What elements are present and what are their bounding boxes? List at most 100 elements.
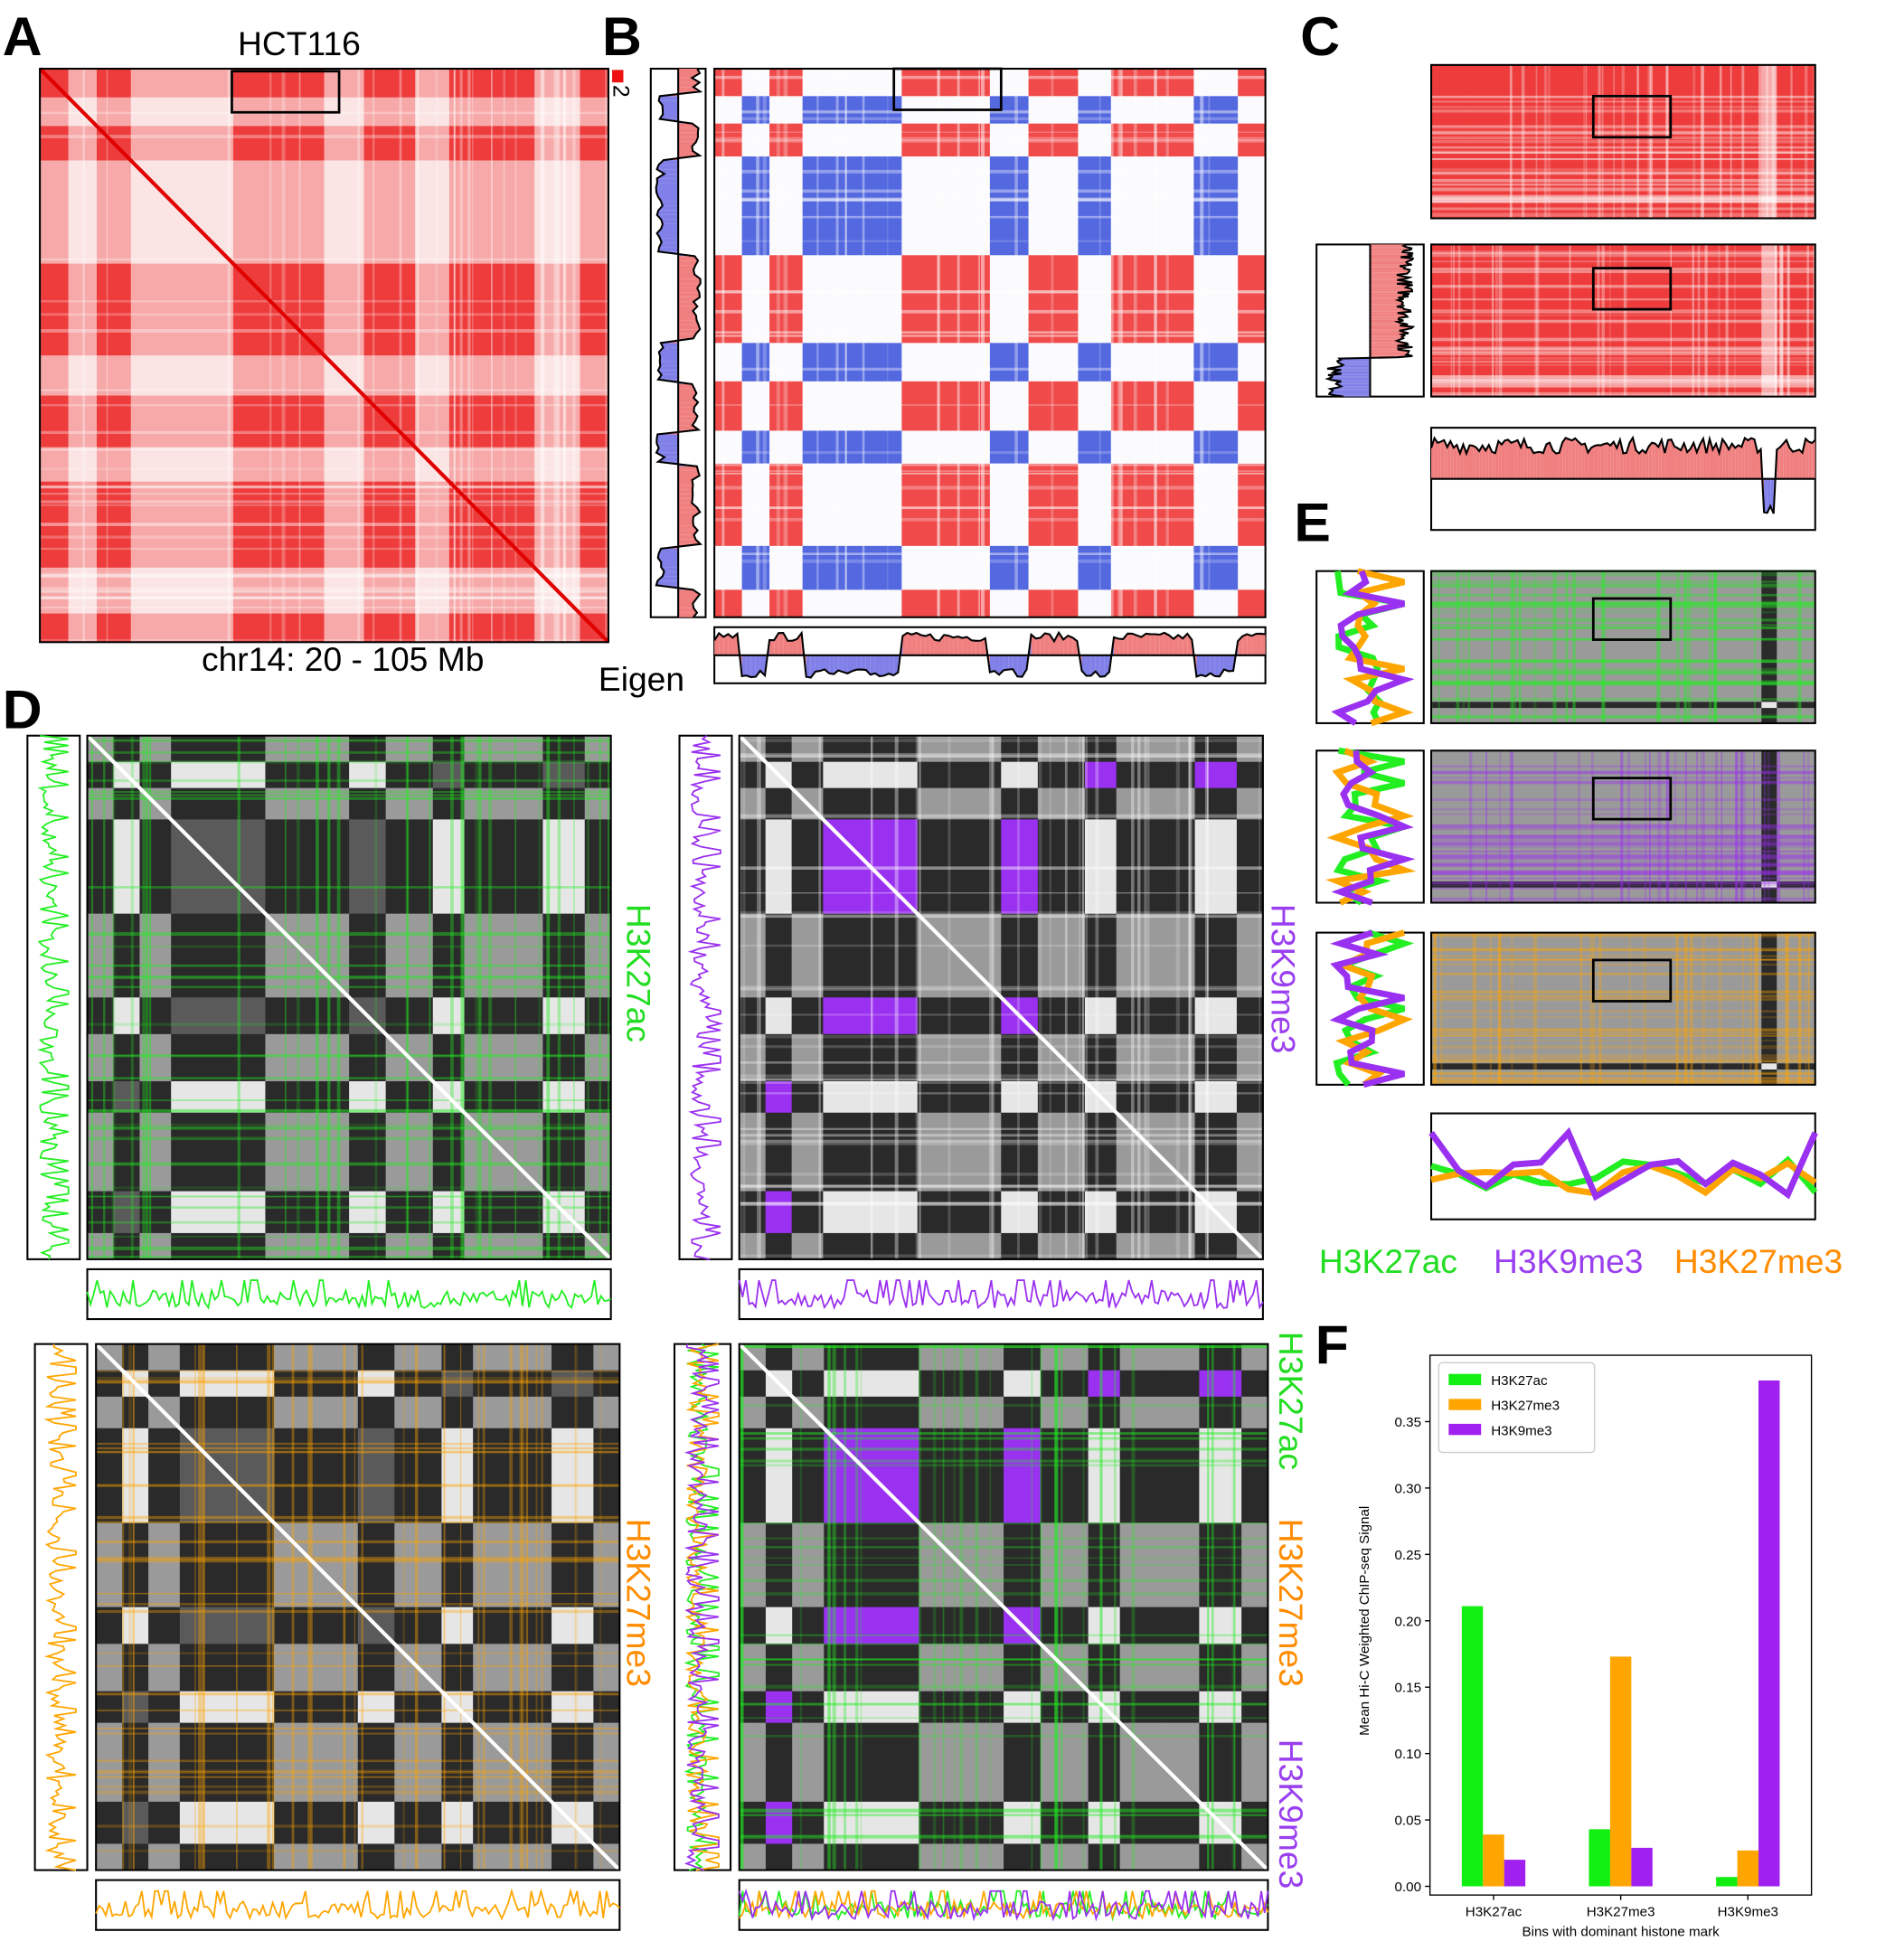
eigen-area [1099,655,1105,677]
mark-label: H3K27ac [1272,1332,1310,1470]
heatmap-block [139,1033,172,1082]
heatmap-block [1642,1041,1709,1064]
heatmap-block [769,430,804,465]
heatmap-block [714,68,743,98]
heatmap-block [278,263,325,311]
heatmap-block [432,1232,466,1260]
heatmap-block [385,787,434,821]
heatmap-block [1037,1080,1086,1114]
eigen-area [1072,637,1078,655]
bar [1504,1860,1526,1887]
heatmap-block [130,97,234,127]
eigen-area [746,655,751,678]
heatmap-block [1431,702,1471,709]
eigen-area [847,655,853,674]
heatmap-block [739,1232,767,1260]
heatmap-block [40,527,70,569]
panel-label: C [1300,5,1340,67]
eigen-area [1677,448,1682,479]
heatmap-block [769,255,804,300]
eigen-area [1370,304,1404,306]
heatmap-block [1431,1041,1471,1064]
eigen-area [1334,366,1371,368]
eigen-area [1329,391,1371,393]
heatmap-block [278,613,325,643]
heatmap-block [580,447,609,483]
heatmap-block [1194,819,1238,915]
heatmap-block [1777,149,1816,176]
heatmap-block [316,1722,359,1766]
heatmap-block [1241,1722,1269,1766]
heatmap-block [148,1565,181,1608]
heatmap-block [765,1522,793,1566]
eigen-area [1370,245,1407,248]
heatmap-block [1431,708,1471,724]
eigen-area [1370,289,1412,292]
heatmap-block [901,298,947,344]
x-tick-label: H3K27me3 [1587,1905,1655,1920]
heatmap-block [792,1370,825,1398]
heatmap-block [1469,244,1644,260]
heatmap-block [791,1191,825,1234]
heatmap-block [1707,586,1762,655]
heatmap-block [593,1644,621,1692]
heatmap-block [791,761,825,789]
heatmap-block [130,395,234,448]
heatmap-block [113,819,141,915]
heatmap-block [791,1112,825,1155]
heatmap-block [1241,1607,1269,1645]
heatmap-block [363,355,416,397]
heatmap-block [1193,96,1239,125]
eigen-area [1251,634,1257,655]
heatmap-block [171,1232,267,1260]
eigen-area [678,278,701,284]
heatmap-block [349,761,387,789]
heatmap-block [961,1691,1004,1724]
heatmap-block [448,126,495,162]
heatmap-block [823,913,919,956]
eigen-area [658,96,679,101]
heatmap-block [394,1691,443,1724]
eigen-area [1370,262,1408,264]
heatmap-block [1162,1644,1201,1692]
heatmap-block [1040,1765,1089,1803]
heatmap-block [363,126,416,162]
heatmap-block [265,819,308,915]
heatmap [1429,63,1816,220]
bar [1483,1834,1504,1887]
heatmap-block [1004,1691,1042,1724]
heatmap-block [739,787,767,821]
heatmap [1429,749,1816,904]
heatmap-block [1761,1016,1777,1043]
heatmap-block [946,381,991,432]
heatmap-block [1193,343,1239,382]
heatmap-block [765,1801,793,1845]
eigen-area [1702,438,1707,479]
eigen-area [655,187,679,193]
eigen-area [1507,439,1512,479]
heatmap-block [917,997,960,1035]
eigen-line [1430,435,1816,514]
heatmap-block [714,156,743,256]
eigen-area [843,655,848,674]
heatmap-block [1236,1112,1264,1155]
heatmap-block [514,1644,552,1692]
heatmap-block [1088,1843,1121,1871]
eigen-area [1658,439,1662,479]
heatmap-block [534,613,581,643]
heatmap-block [148,1691,181,1724]
heatmap-block [232,395,279,448]
heatmap-block [741,96,770,125]
heatmap-block [473,1765,516,1803]
heatmap-block [415,160,450,265]
eigen-area [1511,441,1515,479]
heatmap-block [958,1191,1002,1234]
heatmap-block [1236,1033,1264,1082]
eigen-area [658,205,679,211]
eigen-area [1645,446,1649,479]
heatmap-block [113,1154,141,1192]
heatmap-block [593,1801,621,1845]
heatmap-block [316,1396,359,1429]
heatmap-block [357,1765,395,1803]
eigen-area [678,398,699,403]
